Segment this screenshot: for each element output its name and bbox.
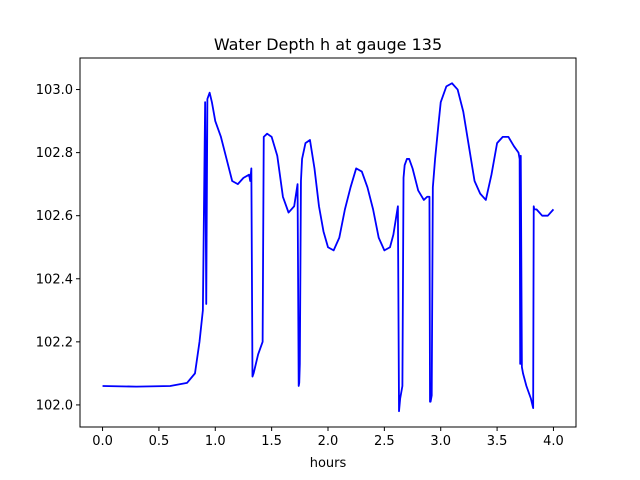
- y-tick-label: 102.0: [36, 398, 73, 413]
- plot-area: [102, 82, 555, 413]
- y-axis: 102.0 102.2 102.4 102.6 102.8 103.0: [36, 83, 80, 413]
- x-axis-label: hours: [310, 456, 347, 471]
- x-tick-label: 0.0: [92, 434, 113, 449]
- x-tick-label: 1.0: [205, 434, 226, 449]
- chart-title: Water Depth h at gauge 135: [214, 35, 442, 54]
- x-tick-label: 0.5: [149, 434, 170, 449]
- y-tick-label: 102.8: [36, 146, 73, 161]
- x-tick-label: 3.5: [487, 434, 508, 449]
- x-tick-label: 2.5: [374, 434, 395, 449]
- y-tick-label: 102.4: [36, 272, 73, 287]
- x-tick-label: 3.0: [430, 434, 451, 449]
- series-layer: [102, 82, 555, 413]
- x-axis: 0.0 0.5 1.0 1.5 2.0 2.5 3.0 3.5 4.0: [92, 427, 564, 449]
- y-tick-label: 102.6: [36, 209, 73, 224]
- y-tick-label: 103.0: [36, 83, 73, 98]
- x-tick-label: 2.0: [318, 434, 339, 449]
- x-tick-label: 1.5: [261, 434, 282, 449]
- series-line-0: [102, 82, 555, 413]
- y-tick-label: 102.2: [36, 335, 73, 350]
- x-tick-label: 4.0: [543, 434, 564, 449]
